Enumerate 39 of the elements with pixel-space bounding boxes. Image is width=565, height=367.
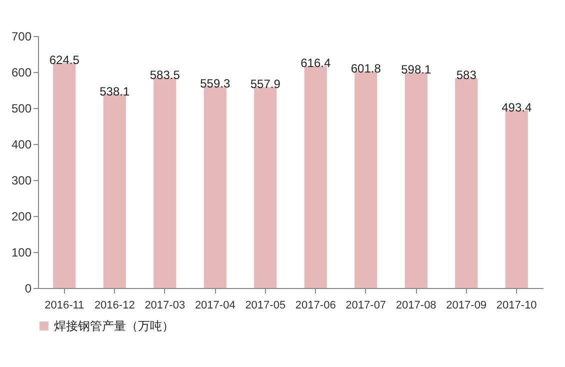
y-tick-label: 100 — [11, 246, 32, 260]
y-tick-label: 600 — [11, 66, 32, 80]
data-label: 583.5 — [150, 68, 180, 82]
x-tick-label: 2017-07 — [346, 300, 386, 312]
x-tick-label: 2017-03 — [144, 300, 186, 312]
y-tick-label: 300 — [11, 174, 32, 188]
data-label: 493.4 — [502, 100, 532, 114]
data-label: 583 — [456, 68, 477, 82]
data-label: 559.3 — [200, 76, 230, 91]
bar — [204, 86, 226, 288]
bar — [304, 66, 327, 288]
x-tick-label: 2017-09 — [446, 300, 487, 312]
y-tick-label: 500 — [11, 102, 32, 116]
data-label: 624.5 — [49, 53, 80, 68]
bar — [254, 87, 277, 288]
y-tick-label: 200 — [11, 210, 32, 224]
x-tick-label: 2017-08 — [396, 300, 436, 312]
x-tick-label: 2017-06 — [295, 300, 336, 312]
bar — [505, 110, 528, 288]
data-label: 598.1 — [401, 62, 432, 77]
legend-label: 焊接钢管产量（万吨） — [54, 319, 174, 333]
data-label: 557.9 — [250, 77, 281, 92]
data-label: 538.1 — [100, 84, 130, 98]
x-tick-label: 2017-05 — [245, 300, 286, 312]
bar — [354, 71, 378, 288]
y-tick-label: 700 — [11, 30, 32, 44]
x-tick-label: 2016-11 — [44, 300, 84, 312]
bar — [103, 94, 126, 288]
y-tick-label: 0 — [24, 282, 32, 296]
bar — [154, 78, 176, 288]
x-tick-label: 2016-12 — [94, 300, 135, 312]
bar — [404, 72, 428, 288]
x-tick-label: 2017-04 — [194, 300, 236, 312]
y-tick-label: 400 — [11, 138, 32, 152]
bar — [455, 78, 478, 288]
data-label: 601.8 — [350, 61, 382, 76]
data-label: 616.4 — [300, 56, 331, 70]
x-tick-label: 2017-10 — [496, 300, 537, 312]
bar — [53, 63, 76, 288]
